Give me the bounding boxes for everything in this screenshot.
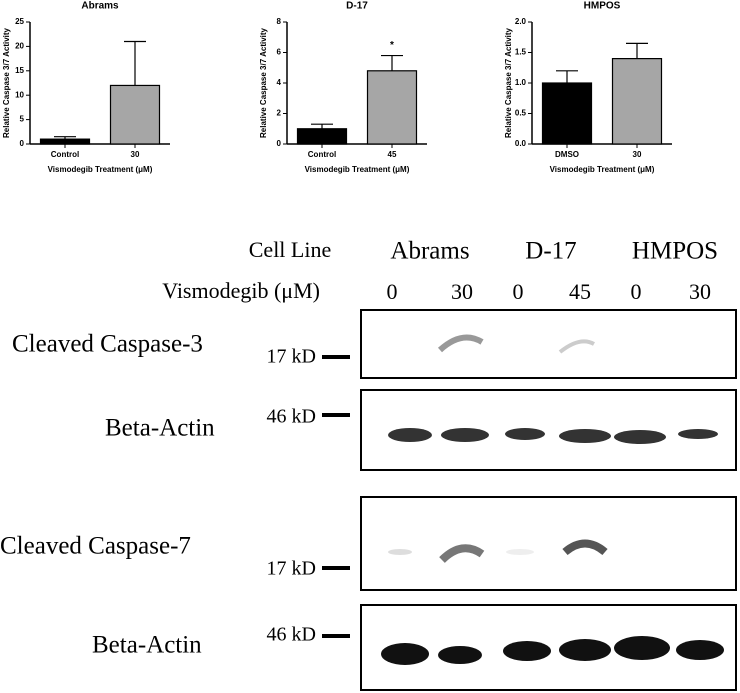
- bands: [381, 636, 724, 665]
- bar: [39, 138, 91, 145]
- x-tick-label: 45: [388, 150, 397, 159]
- chart-title: HMPOS: [584, 1, 621, 12]
- x-tick-label: 30: [633, 150, 642, 159]
- blot-panel: [360, 309, 737, 379]
- chart-title: Abrams: [81, 1, 119, 12]
- dose: 0: [387, 279, 398, 304]
- x-tick-label: Control: [51, 150, 79, 159]
- y-tick-label: 6: [277, 48, 282, 57]
- y-tick-label: 15: [15, 66, 24, 75]
- y-tick-label: 20: [15, 42, 24, 51]
- y-axis-label: Relative Caspase 3/7 Activity: [259, 27, 268, 138]
- x-axis-label: Vismodegib Treatment (μM): [305, 165, 410, 174]
- y-tick-label: 10: [15, 90, 24, 99]
- panel-label: Beta-Actin: [92, 632, 202, 659]
- y-tick-label: 0: [20, 139, 25, 148]
- panel-label: Beta-Actin: [105, 415, 215, 442]
- y-tick-label: 1.5: [515, 48, 527, 57]
- marker-label: 17 kD: [267, 558, 316, 580]
- band: [388, 549, 412, 555]
- band: [562, 539, 608, 556]
- y-tick-label: 2.0: [515, 17, 527, 26]
- western-blot: Cell Line Abrams D-17 HMPOS Vismodegib (…: [0, 237, 737, 691]
- y-tick-label: 0.0: [515, 139, 527, 148]
- x-tick-label: 30: [131, 150, 140, 159]
- x-axis-label: Vismodegib Treatment (μM): [550, 165, 655, 174]
- marker-label: 46 kD: [267, 406, 316, 428]
- y-tick-label: 5: [20, 115, 25, 124]
- bands: [388, 428, 718, 444]
- bar: [109, 84, 161, 145]
- band: [506, 549, 534, 555]
- y-axis-label: Relative Caspase 3/7 Activity: [504, 27, 513, 138]
- y-tick-label: 8: [277, 17, 282, 26]
- chart-title: D-17: [346, 1, 368, 12]
- header-label: Cell Line: [249, 237, 331, 262]
- charts: Abrams Relative Caspase 3/7 Activity Vismo…: [2, 1, 672, 174]
- x-tick-label: Control: [308, 150, 336, 159]
- dose: 30: [689, 279, 711, 304]
- dose: 30: [451, 279, 473, 304]
- blot-panel: [360, 496, 737, 591]
- cell-line: HMPOS: [632, 238, 718, 265]
- bar: [541, 82, 593, 145]
- x-axis-label: Vismodegib Treatment (μM): [48, 165, 153, 174]
- panel-label: Cleaved Caspase-7: [0, 533, 191, 560]
- y-tick-label: 0.5: [515, 109, 527, 118]
- y-tick-label: 25: [15, 17, 24, 26]
- dose: 0: [631, 279, 642, 304]
- panel-label: Cleaved Caspase-3: [12, 331, 203, 358]
- band: [439, 544, 485, 563]
- marker-label: 17 kD: [267, 346, 316, 368]
- y-tick-label: 1.0: [515, 78, 527, 87]
- annotation: *: [390, 40, 394, 51]
- cell-line: D-17: [525, 238, 576, 265]
- bar: [611, 57, 663, 145]
- y-tick-label: 2: [277, 109, 282, 118]
- dose: 0: [513, 279, 524, 304]
- marker-label: 46 kD: [267, 624, 316, 646]
- band: [437, 334, 484, 353]
- x-tick-label: DMSO: [555, 150, 579, 159]
- bar: [296, 128, 348, 145]
- cell-line: Abrams: [390, 238, 469, 265]
- dose: 45: [569, 279, 591, 304]
- y-tick-label: 0: [277, 139, 282, 148]
- treatment-label: Vismodegib (μM): [162, 278, 320, 303]
- band: [558, 339, 595, 354]
- bar: [366, 70, 418, 145]
- y-tick-label: 4: [277, 78, 282, 87]
- y-axis-label: Relative Caspase 3/7 Activity: [2, 27, 11, 138]
